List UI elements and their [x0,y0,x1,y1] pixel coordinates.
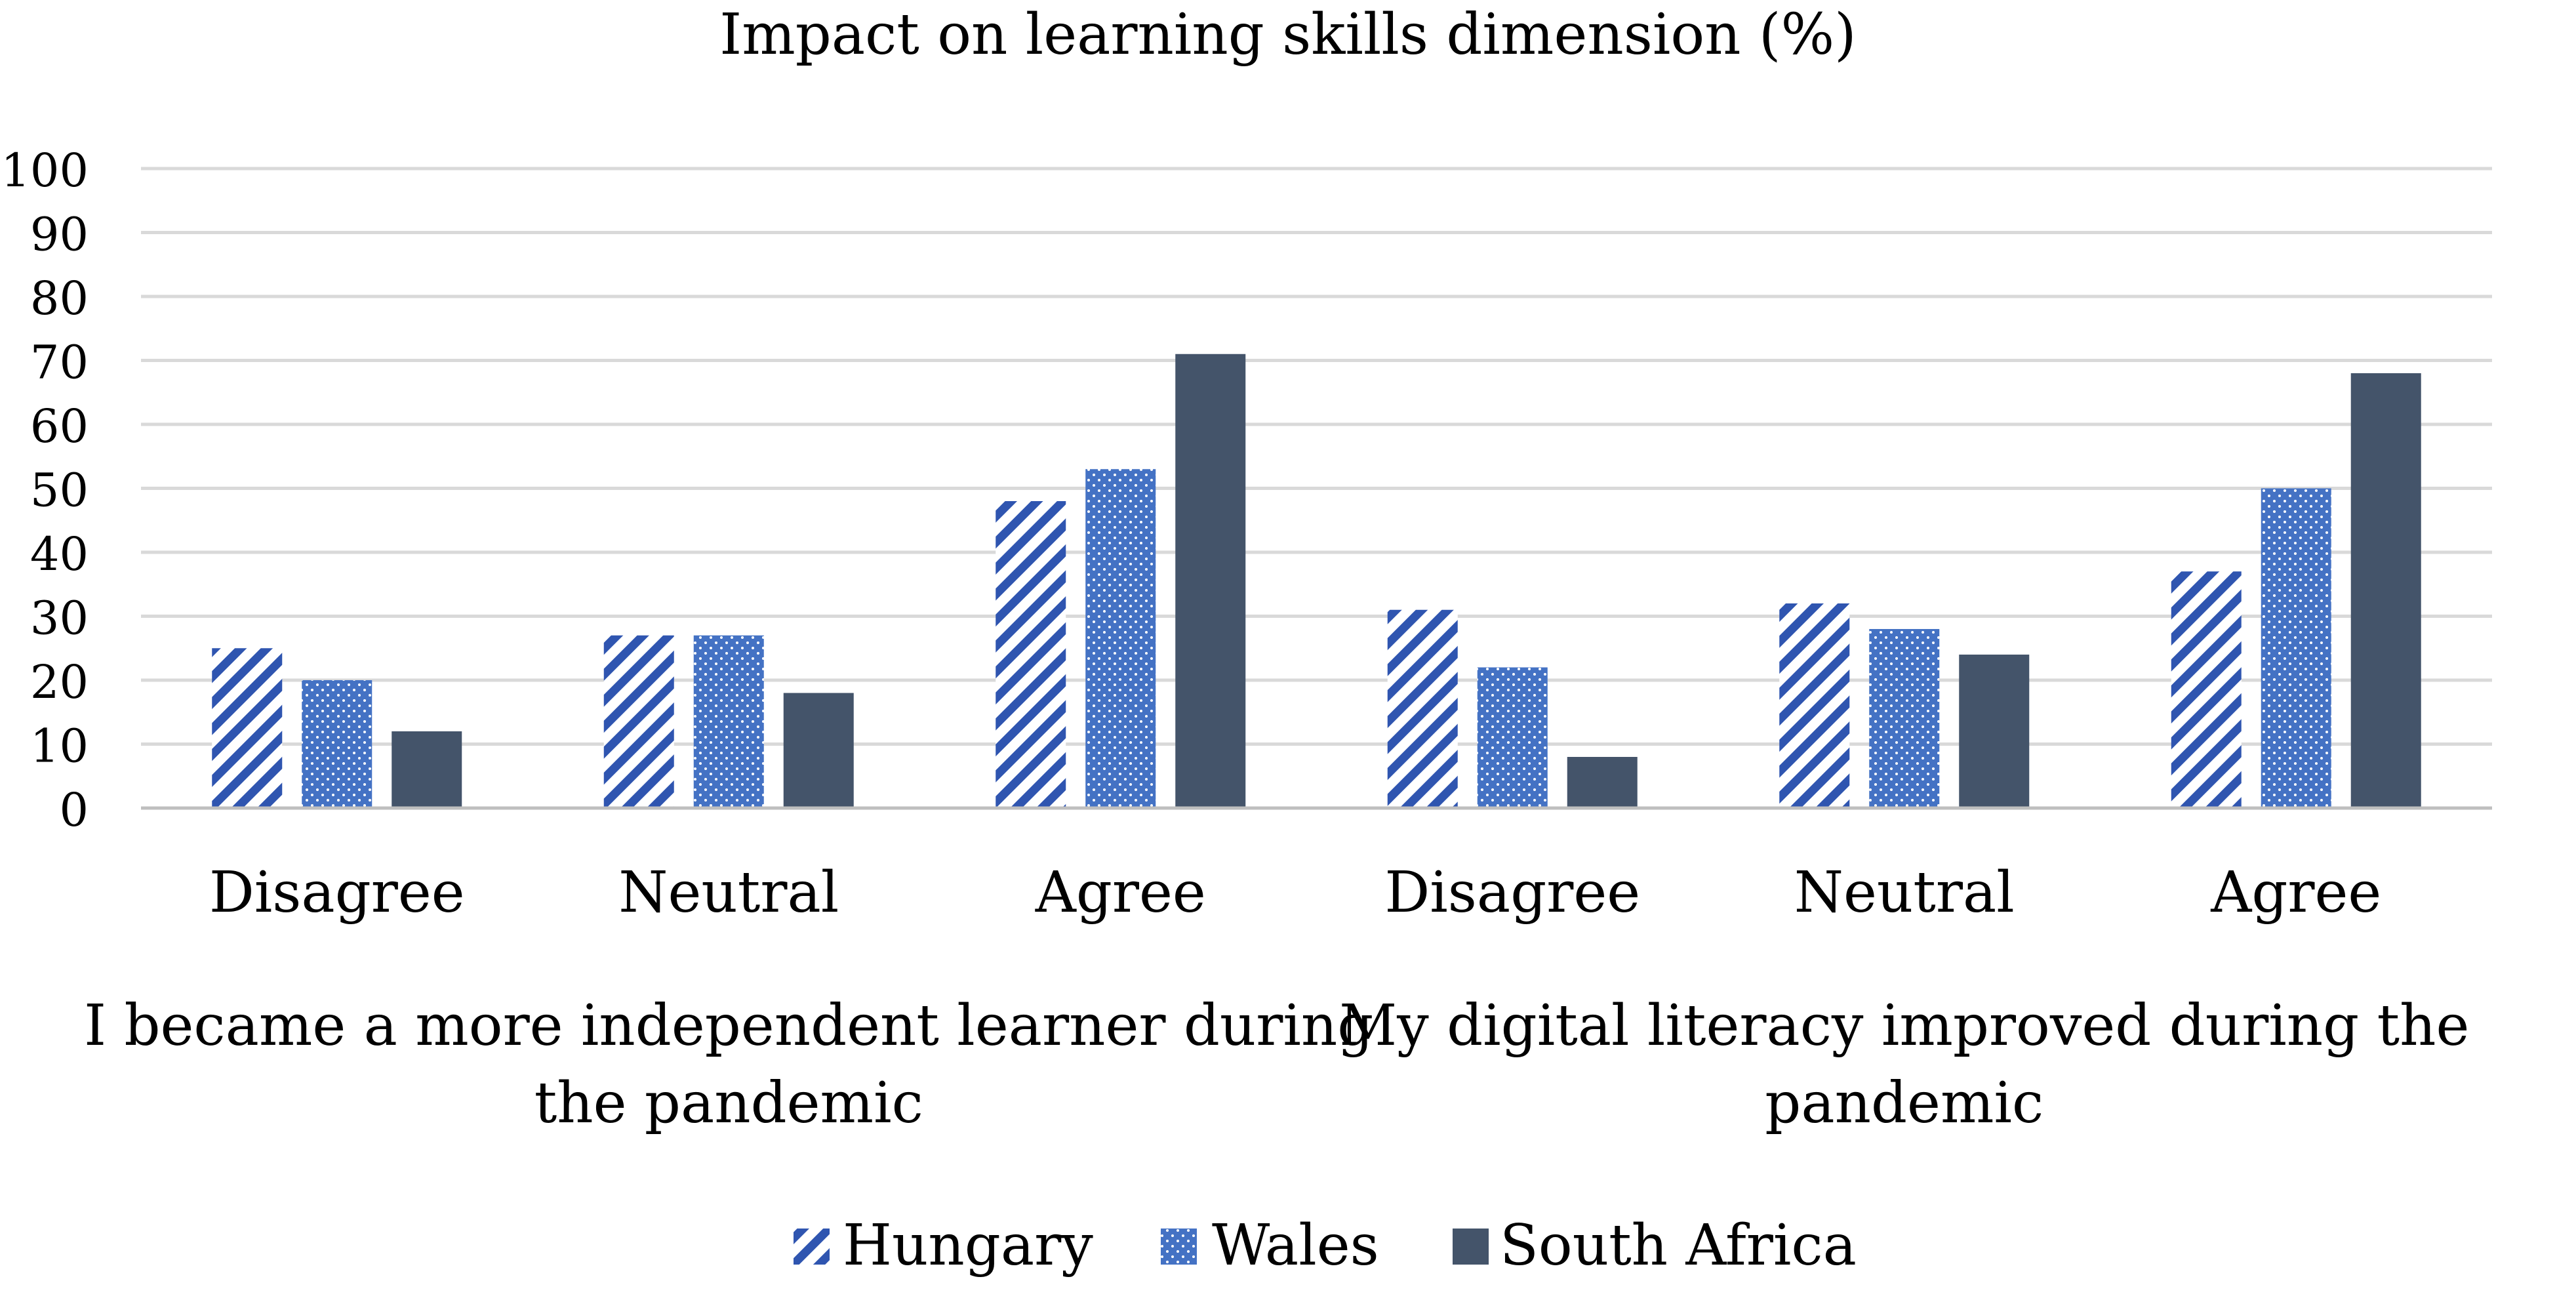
y-tick-label-70: 70 [30,336,89,390]
legend-item-south-africa: South Africa [1453,1213,1857,1278]
x-axis-category-labels: Disagree Neutral Agree Disagree Neutral Agree [209,860,2381,925]
x-category-label-3: Disagree [1384,860,1640,925]
bar-south-africa-2 [1175,354,1246,808]
bar-wales-1 [693,635,764,808]
y-tick-label-20: 20 [30,655,89,709]
bar-wales-0 [302,680,372,808]
x-axis-group-labels: I became a more independent learner duri… [84,993,2469,1136]
bar-hungary-0 [212,648,283,808]
group-label-0-line-0: I became a more independent learner duri… [84,993,1373,1059]
legend-label-wales: Wales [1212,1213,1379,1278]
legend: Hungary Wales South Africa [794,1213,1857,1278]
y-tick-label-0: 0 [59,783,89,837]
y-tick-label-50: 50 [30,464,89,518]
y-tick-label-30: 30 [30,592,89,645]
group-label-1-line-1: pandemic [1765,1070,2043,1136]
x-category-label-0: Disagree [209,860,465,925]
bar-wales-4 [1869,629,1940,808]
legend-swatch-hungary [794,1229,830,1265]
y-tick-label-80: 80 [30,272,89,325]
y-tick-label-90: 90 [30,208,89,262]
x-category-label-5: Agree [2210,860,2381,925]
group-label-1-line-0: My digital literacy improved during the [1339,993,2469,1059]
y-tick-label-40: 40 [30,527,89,581]
bar-hungary-5 [2171,571,2242,808]
bar-south-africa-3 [1567,757,1638,808]
bars [212,354,2421,808]
group-label-0-line-1: the pandemic [534,1070,923,1136]
legend-item-wales: Wales [1161,1213,1379,1278]
bar-south-africa-0 [392,731,462,808]
y-tick-label-100: 100 [1,144,89,197]
bar-hungary-3 [1387,609,1458,808]
bar-south-africa-4 [1959,655,2030,808]
x-category-label-1: Neutral [618,860,839,925]
y-tick-label-60: 60 [30,399,89,453]
legend-label-hungary: Hungary [843,1213,1093,1278]
y-axis-ticks: 0 10 20 30 40 50 60 70 80 90 100 [1,144,89,837]
bar-wales-5 [2261,488,2331,808]
chart-title: Impact on learning skills dimension (%) [719,2,1856,68]
legend-item-hungary: Hungary [794,1213,1093,1278]
legend-swatch-south-africa [1453,1229,1489,1265]
bar-wales-2 [1085,469,1156,808]
legend-label-south-africa: South Africa [1500,1213,1857,1278]
bar-south-africa-1 [783,693,854,808]
bar-hungary-2 [996,501,1066,808]
bar-south-africa-5 [2350,373,2421,808]
bar-hungary-4 [1779,603,1850,808]
gridlines [141,167,2492,746]
x-category-label-4: Neutral [1794,860,2015,925]
legend-swatch-wales [1161,1229,1197,1265]
bar-hungary-1 [603,635,674,808]
y-tick-label-10: 10 [30,720,89,773]
bar-wales-3 [1477,667,1548,808]
x-category-label-2: Agree [1035,860,1206,925]
